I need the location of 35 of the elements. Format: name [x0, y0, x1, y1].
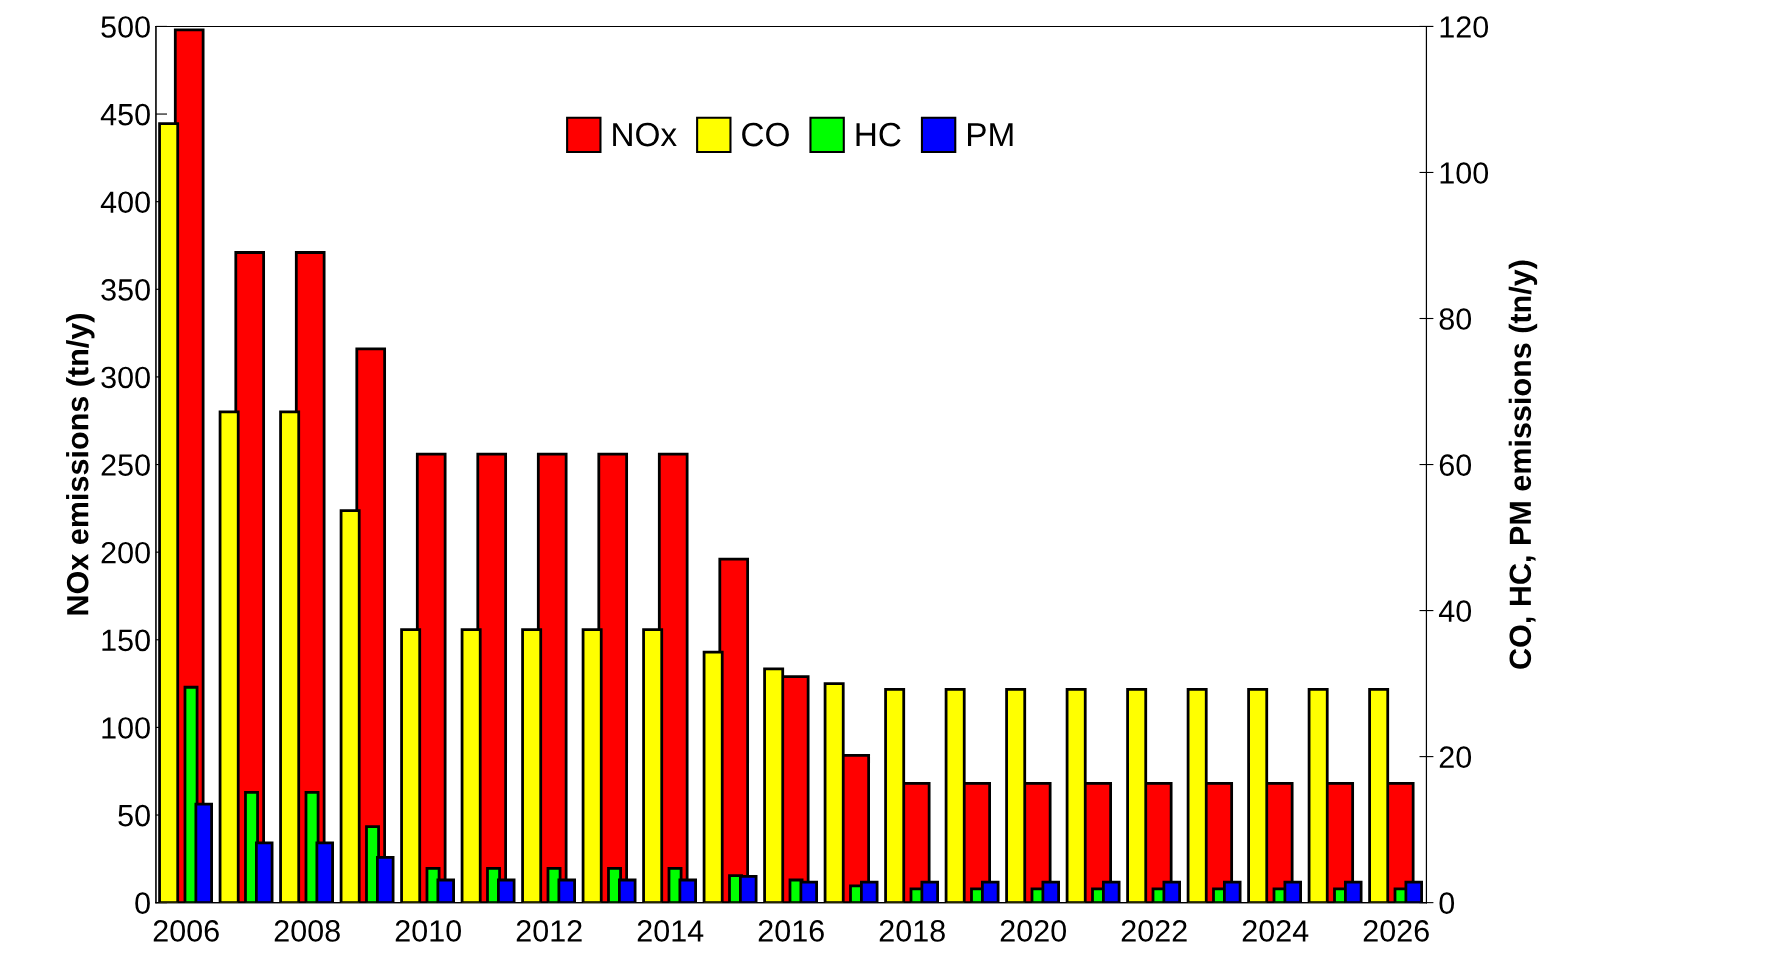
y2-tick-label: 80: [1439, 308, 1472, 330]
y-tick-label: 200: [101, 541, 150, 564]
y2-tick-label: 100: [1440, 162, 1489, 184]
x-tick-label: 2006: [153, 920, 219, 942]
x-tick-label: 2014: [637, 920, 704, 942]
y-tick-label: 50: [118, 804, 150, 827]
x-tick-label: 2024: [1242, 920, 1309, 942]
y-tick-label: 500: [101, 16, 150, 38]
y-tick-label: 150: [102, 629, 150, 652]
y-tick-label: 450: [100, 103, 150, 126]
y-tick-label: 400: [100, 191, 150, 214]
y-tick-label: 300: [101, 366, 150, 389]
y2-tick-label: 120: [1440, 16, 1489, 38]
x-tick-label: 2020: [1000, 920, 1066, 942]
legend-label: PM: [968, 123, 1013, 147]
x-tick-label: 2022: [1121, 920, 1187, 942]
y2-tick-label: 40: [1438, 600, 1472, 622]
x-tick-label: 2018: [879, 920, 945, 942]
x-tick-label: 2010: [395, 920, 461, 942]
x-tick-label: 2008: [274, 920, 340, 942]
legend-label: CO: [742, 122, 789, 147]
y2-tick-label: 20: [1439, 746, 1472, 768]
x-tick-label: 2016: [758, 920, 824, 942]
legend-label: NOx: [613, 122, 677, 147]
x-tick-label: 2012: [516, 920, 582, 942]
y-tick-label: 350: [101, 279, 150, 301]
x-tick-label: 2026: [1363, 920, 1429, 942]
y-tick-label: 250: [101, 454, 150, 476]
y2-tick-label: 0: [1439, 892, 1455, 915]
y-tick-label: 0: [135, 892, 150, 915]
legend-label: HC: [856, 122, 901, 147]
y2-axis-title: CO, HC, PM emissions (tn/y): [1508, 260, 1538, 669]
y-axis-title: NOx emissions (tn/y): [66, 314, 95, 615]
y-tick-label: 100: [102, 717, 150, 739]
y2-tick-label: 60: [1439, 454, 1472, 476]
